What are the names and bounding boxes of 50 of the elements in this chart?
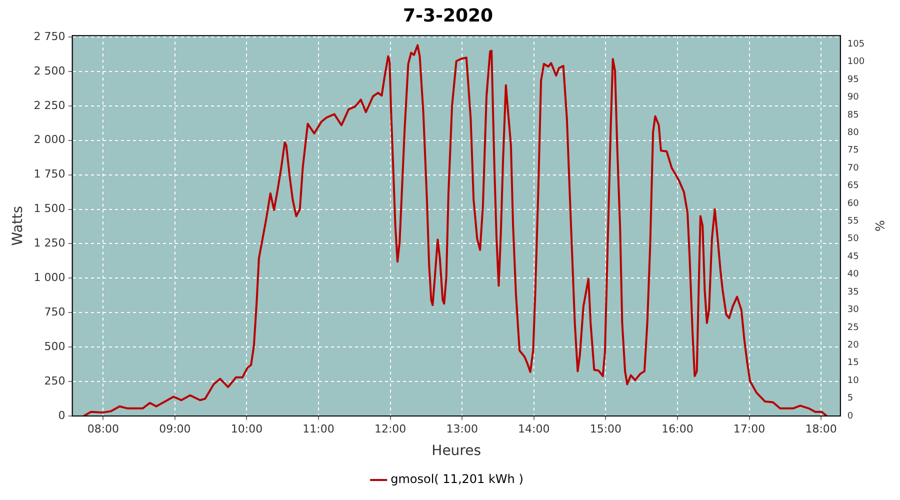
x-tick-label: 17:00	[733, 422, 766, 436]
y2-tick-label: 15	[847, 358, 859, 368]
y2-axis-title: %	[872, 220, 887, 232]
x-tick-label: 11:00	[302, 422, 334, 436]
x-tick-label: 12:00	[374, 422, 406, 436]
x-tick-label: 15:00	[590, 422, 622, 436]
y2-tick-label: 65	[847, 181, 859, 192]
y-tick-label: 0	[58, 408, 66, 422]
y-tick-label: 2 500	[34, 64, 66, 78]
legend-label: gmosol( 11,201 kWh )	[390, 472, 524, 486]
x-tick-label: 14:00	[518, 422, 550, 436]
y2-tick-label: 60	[847, 198, 860, 209]
x-tick-label: 16:00	[662, 422, 694, 436]
x-axis-title: Heures	[432, 443, 482, 460]
y2-tick-label: 35	[847, 287, 859, 298]
y2-tick-label: 70	[847, 163, 860, 174]
y2-tick-label: 100	[847, 57, 865, 68]
y-tick-label: 250	[44, 374, 66, 388]
y2-tick-label: 30	[847, 305, 860, 316]
y-tick-label: 1 250	[34, 236, 66, 250]
x-tick-label: 09:00	[159, 422, 191, 436]
y2-tick-label: 95	[847, 74, 859, 85]
y2-tick-label: 40	[847, 270, 860, 280]
y2-tick-label: 80	[847, 128, 860, 138]
y-tick-label: 750	[44, 305, 66, 318]
y-tick-label: 2 250	[34, 98, 66, 112]
y-tick-label: 1 750	[34, 168, 66, 181]
x-tick-label: 08:00	[87, 422, 120, 436]
y-tick-label: 1 000	[34, 271, 66, 284]
y2-tick-label: 50	[847, 234, 860, 244]
y2-tick-label: 90	[847, 92, 860, 103]
y2-tick-label: 55	[847, 216, 859, 227]
y-tick-label: 500	[44, 340, 66, 353]
y2-tick-label: 10	[847, 376, 860, 386]
y2-tick-label: 20	[847, 340, 860, 351]
y2-tick-label: 85	[847, 110, 859, 120]
x-tick-label: 18:00	[805, 422, 837, 436]
y-axis-title: Watts	[10, 206, 26, 246]
y2-tick-label: 45	[847, 252, 859, 262]
y-tick-label: 2 750	[34, 30, 66, 43]
y-tick-label: 1 500	[34, 202, 66, 216]
y2-tick-label: 75	[847, 146, 859, 156]
y2-tick-label: 0	[847, 411, 854, 422]
y-tick-label: 2 000	[34, 133, 66, 146]
chart-title: 7-3-2020	[402, 5, 494, 26]
y2-tick-label: 105	[847, 39, 865, 50]
y2-tick-label: 5	[847, 394, 854, 404]
x-tick-label: 13:00	[446, 422, 478, 436]
y2-tick-label: 25	[847, 322, 859, 333]
x-tick-label: 10:00	[230, 422, 263, 436]
